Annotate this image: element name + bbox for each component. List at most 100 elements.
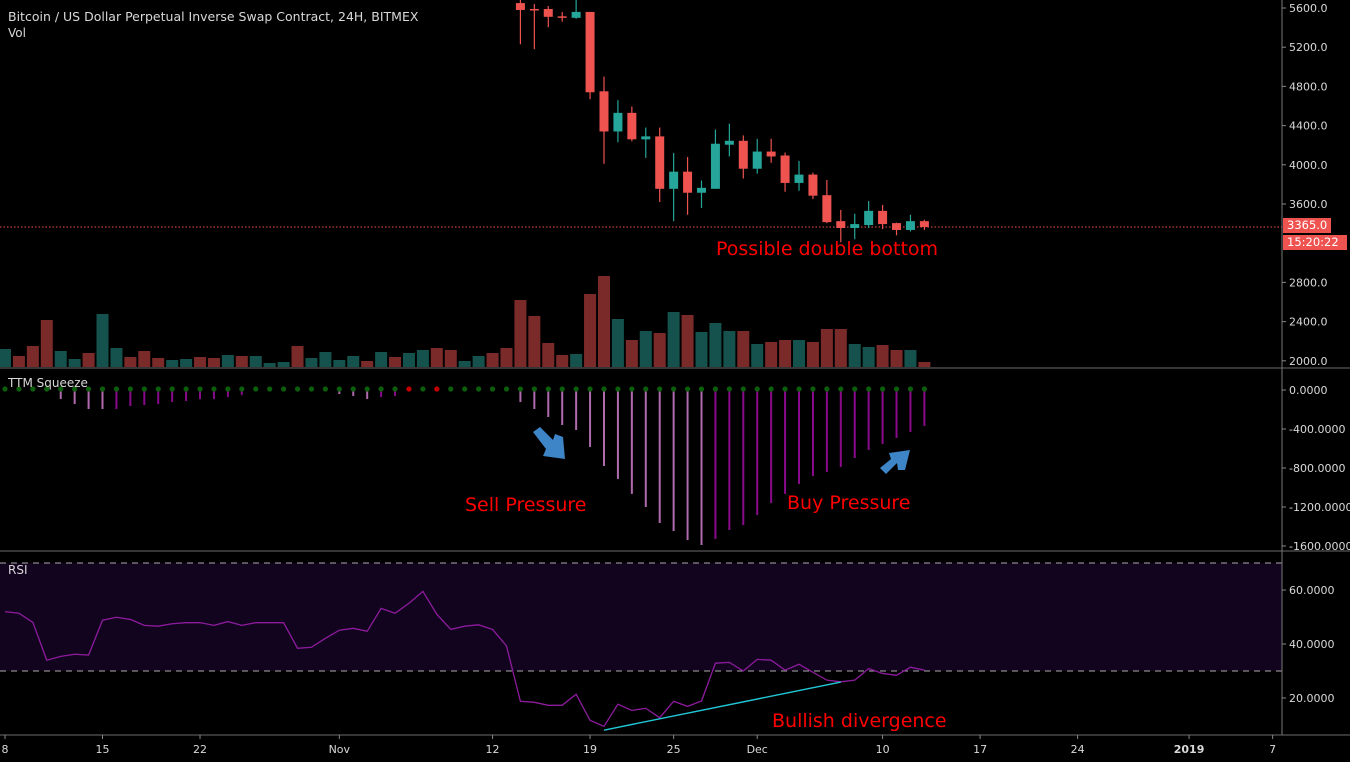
squeeze-dot bbox=[294, 386, 301, 392]
volume-bar bbox=[876, 345, 889, 367]
price-axis-tick-label: 4800.0 bbox=[1289, 80, 1328, 93]
squeeze-dot bbox=[85, 386, 92, 392]
volume-bar bbox=[472, 356, 485, 367]
squeeze-dot bbox=[698, 386, 705, 392]
arrow-up-right-icon bbox=[880, 450, 910, 474]
squeeze-axis-tick-label: -1200.0000 bbox=[1289, 501, 1350, 514]
time-axis-tick-label: 15 bbox=[96, 743, 110, 756]
volume-bar bbox=[444, 350, 457, 367]
volume-bar bbox=[180, 359, 193, 367]
candle-body[interactable] bbox=[724, 140, 734, 145]
volume-bar bbox=[277, 362, 290, 367]
volume-bar bbox=[862, 347, 875, 367]
candle-body[interactable] bbox=[557, 16, 567, 18]
squeeze-dot bbox=[796, 386, 802, 392]
rsi-axis-tick-label: 40.0000 bbox=[1289, 638, 1335, 651]
candle-body[interactable] bbox=[585, 11, 595, 93]
squeeze-dot bbox=[155, 386, 161, 392]
annotation-double-bottom[interactable]: Possible double bottom bbox=[716, 238, 939, 260]
volume-bar bbox=[486, 353, 499, 367]
squeeze-dot bbox=[657, 386, 663, 392]
squeeze-dot bbox=[866, 386, 872, 392]
candle-body[interactable] bbox=[752, 151, 762, 169]
time-axis-tick-label: 24 bbox=[1071, 743, 1085, 756]
price-axis-tick-label: 3600.0 bbox=[1289, 198, 1328, 211]
volume-bar bbox=[625, 340, 638, 367]
arrow-down-right-icon bbox=[533, 427, 565, 459]
candle-body[interactable] bbox=[836, 221, 846, 229]
candle-body[interactable] bbox=[822, 195, 832, 223]
volume-bar bbox=[514, 300, 527, 367]
squeeze-dot bbox=[448, 386, 454, 392]
squeeze-dot bbox=[476, 386, 482, 392]
volume-bar bbox=[793, 340, 806, 367]
chart-title: Bitcoin / US Dollar Perpetual Inverse Sw… bbox=[8, 9, 419, 24]
annotation-buy-pressure[interactable]: Buy Pressure bbox=[787, 492, 911, 514]
candle-body[interactable] bbox=[543, 8, 553, 17]
volume-bar bbox=[0, 349, 11, 367]
volume-bar bbox=[597, 276, 610, 367]
squeeze-dot bbox=[852, 386, 858, 392]
rsi-label[interactable]: RSI bbox=[8, 563, 28, 577]
volume-bar bbox=[918, 362, 931, 367]
volume-bar bbox=[291, 346, 304, 367]
candle-body[interactable] bbox=[850, 224, 860, 229]
squeeze-dot bbox=[893, 386, 900, 392]
time-axis-tick-label: 2019 bbox=[1174, 743, 1205, 756]
squeeze-dot bbox=[907, 386, 914, 392]
candle-body[interactable] bbox=[669, 171, 679, 189]
candle-body[interactable] bbox=[919, 221, 929, 228]
candle-body[interactable] bbox=[808, 174, 818, 196]
squeeze-dot bbox=[587, 386, 593, 392]
candle-body[interactable] bbox=[864, 210, 874, 226]
time-axis-tick-label: 8 bbox=[2, 743, 9, 756]
volume-bar bbox=[528, 316, 541, 367]
candle-body[interactable] bbox=[683, 171, 693, 193]
squeeze-dot bbox=[30, 386, 36, 392]
volume-bar bbox=[737, 331, 750, 367]
volume-bar bbox=[751, 344, 764, 367]
squeeze-label[interactable]: TTM Squeeze bbox=[8, 376, 88, 390]
candle-body[interactable] bbox=[655, 136, 665, 189]
candle-body[interactable] bbox=[878, 210, 888, 225]
annotation-sell-pressure[interactable]: Sell Pressure bbox=[465, 494, 587, 516]
squeeze-dot bbox=[810, 386, 816, 392]
candle-body[interactable] bbox=[697, 187, 706, 193]
volume-bar bbox=[402, 353, 415, 367]
annotation-bullish-divergence[interactable]: Bullish divergence bbox=[772, 710, 947, 732]
candle-body[interactable] bbox=[710, 143, 720, 189]
divergence-trendline[interactable] bbox=[603, 681, 841, 731]
squeeze-dot bbox=[44, 386, 50, 392]
candle-body[interactable] bbox=[905, 221, 915, 230]
volume-bar bbox=[249, 356, 262, 367]
price-axis-tick-label: 5600.0 bbox=[1289, 2, 1328, 15]
candle-body[interactable] bbox=[892, 223, 902, 230]
candle-body[interactable] bbox=[738, 140, 748, 169]
squeeze-dot bbox=[72, 386, 78, 392]
volume-label[interactable]: Vol bbox=[8, 26, 26, 40]
candle-body[interactable] bbox=[641, 136, 651, 140]
candle-body[interactable] bbox=[599, 91, 609, 132]
candle-body[interactable] bbox=[780, 155, 790, 183]
squeeze-dot bbox=[489, 386, 496, 392]
candle-body[interactable] bbox=[613, 112, 623, 132]
time-axis-tick-label: 19 bbox=[583, 743, 597, 756]
candle-body[interactable] bbox=[627, 112, 637, 140]
volume-bar bbox=[138, 351, 151, 367]
candle-body[interactable] bbox=[529, 8, 539, 11]
rsi-axis-tick-label: 60.0000 bbox=[1289, 584, 1335, 597]
squeeze-dot bbox=[684, 386, 691, 392]
volume-bar bbox=[347, 356, 360, 367]
volume-bar bbox=[723, 331, 736, 367]
candle-body[interactable] bbox=[794, 174, 804, 183]
squeeze-dot bbox=[336, 386, 342, 392]
squeeze-dot bbox=[322, 386, 328, 392]
time-axis-tick-label: 12 bbox=[486, 743, 500, 756]
squeeze-dot bbox=[58, 386, 64, 392]
candle-body[interactable] bbox=[766, 151, 776, 157]
squeeze-dot bbox=[671, 386, 677, 392]
candle-body[interactable] bbox=[515, 3, 525, 10]
squeeze-dot bbox=[462, 386, 468, 392]
candle-body[interactable] bbox=[571, 11, 581, 18]
